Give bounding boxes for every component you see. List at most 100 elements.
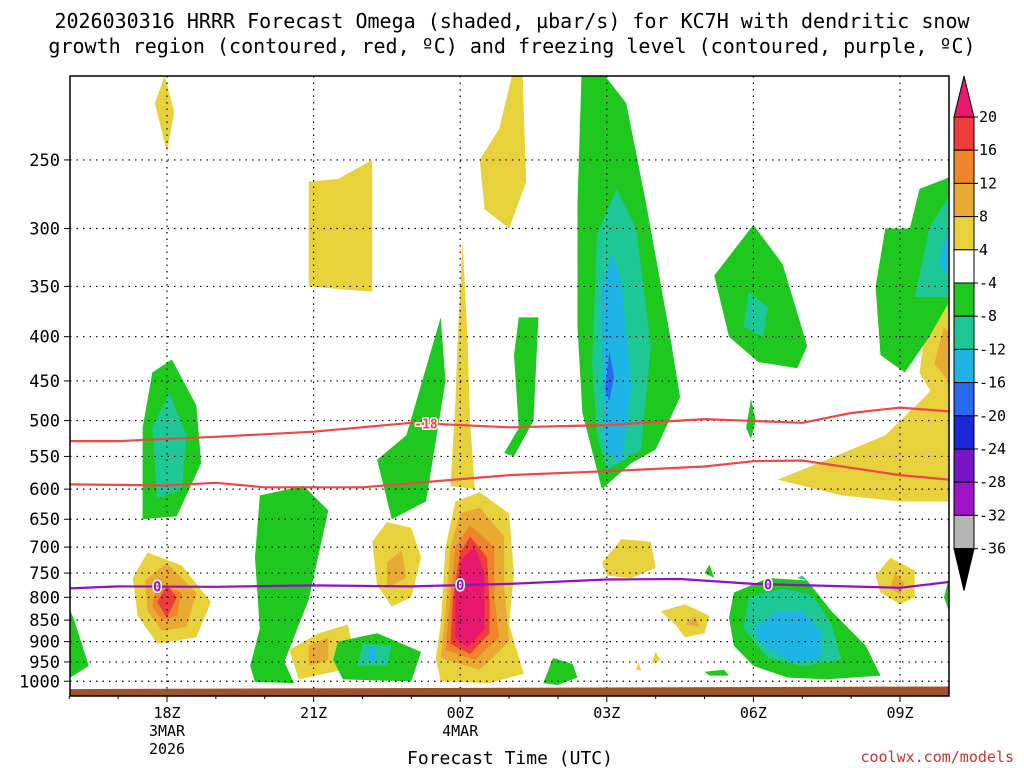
y-tick-label: 350 — [29, 277, 60, 297]
y-tick-label: 850 — [29, 611, 60, 631]
colorbar-label: 16 — [979, 141, 997, 159]
omega-region — [746, 398, 756, 439]
colorbar-bottom-arrow — [953, 548, 975, 591]
x-tick-date: 3MAR — [149, 722, 186, 740]
colorbar-label: 12 — [979, 174, 997, 192]
y-tick-label: 800 — [29, 588, 60, 608]
colorbar-label: -32 — [979, 506, 1006, 524]
omega-region — [479, 76, 527, 229]
x-tick-label: 00Z — [447, 704, 474, 722]
colorbar-label: 8 — [979, 208, 988, 226]
omega-region — [308, 159, 373, 292]
colorbar-label: -24 — [979, 440, 1006, 458]
colorbar-segment — [953, 315, 975, 350]
omega-region — [934, 327, 949, 381]
omega-region — [605, 350, 615, 402]
omega-region — [367, 645, 378, 662]
omega-region — [601, 252, 632, 464]
omega-region — [70, 609, 89, 678]
y-tick-label: 650 — [29, 510, 60, 530]
x-tick-label: 09Z — [886, 704, 913, 722]
omega-region — [154, 76, 175, 153]
colorbar-segment — [953, 481, 975, 516]
colorbar-label: -4 — [979, 274, 997, 292]
omega-region — [455, 547, 485, 648]
x-tick-label: 03Z — [593, 704, 620, 722]
omega-region — [660, 604, 710, 638]
omega-region — [704, 564, 715, 578]
colorbar: 20 16 12 8 4 -4 -8 -12 -16 -20 -24 -28 -32 -36 — [953, 75, 1006, 591]
colorbar-segment — [953, 448, 975, 483]
y-tick-label: 500 — [29, 412, 60, 432]
colorbar-label: -36 — [979, 540, 1006, 558]
chart-title-line2: growth region (contoured, red, ºC) and f… — [48, 34, 975, 58]
x-tick-year: 2026 — [149, 740, 185, 758]
contour-lines: 0 0 0 -18 — [70, 406, 949, 597]
colorbar-segment — [953, 149, 975, 184]
x-tick-label: 21Z — [300, 704, 327, 722]
x-tick-date: 4MAR — [442, 722, 479, 740]
colorbar-label: -8 — [979, 307, 997, 325]
omega-region — [743, 291, 769, 337]
contour-line — [70, 577, 949, 590]
y-tick-label: 400 — [29, 328, 60, 348]
omega-region — [543, 658, 578, 685]
omega-region — [685, 615, 700, 627]
omega-region — [797, 575, 808, 581]
omega-region — [944, 578, 949, 612]
colorbar-segment — [953, 348, 975, 384]
omega-region — [704, 669, 729, 676]
y-tick-label: 1000 — [19, 672, 60, 692]
freezing-level-label: 0 — [764, 577, 772, 593]
omega-region — [714, 224, 808, 369]
colorbar-label: -28 — [979, 473, 1006, 491]
omega-region — [601, 539, 656, 578]
colorbar-top-arrow — [953, 75, 975, 118]
chart-title-line1: 2026030316 HRRR Forecast Omega (shaded, … — [54, 9, 970, 33]
omega-region — [450, 240, 475, 490]
colorbar-label: -12 — [979, 340, 1006, 358]
omega-region — [250, 486, 329, 684]
colorbar-label: 4 — [979, 241, 988, 259]
omega-region — [636, 662, 641, 671]
colorbar-segment — [953, 216, 975, 251]
omega-region — [377, 317, 446, 520]
x-tick-label: 06Z — [740, 704, 767, 722]
contour-line — [70, 459, 949, 489]
y-tick-label: 300 — [29, 219, 60, 239]
contour-line — [70, 406, 949, 443]
freezing-level-label: 0 — [153, 580, 161, 596]
ground-layer — [70, 686, 949, 696]
omega-region — [939, 222, 949, 276]
ground-surface — [70, 686, 949, 696]
omega-region — [308, 637, 329, 666]
y-tick-label: 950 — [29, 653, 60, 673]
omega-region — [157, 585, 177, 618]
omega-region — [777, 355, 949, 502]
y-tick-label: 900 — [29, 633, 60, 653]
colorbar-segment — [953, 514, 975, 550]
y-tick-label: 550 — [29, 447, 60, 467]
credit-text: coolwx.com/models — [860, 748, 1014, 766]
omega-region — [875, 177, 949, 373]
dendritic-contour-label: -18 — [414, 418, 438, 433]
colorbar-label: -16 — [979, 374, 1006, 392]
omega-region — [650, 651, 661, 664]
colorbar-segment — [953, 382, 975, 417]
omega-shading-layer — [70, 76, 949, 685]
omega-region — [890, 573, 905, 595]
omega-region — [152, 393, 187, 499]
omega-region — [504, 317, 539, 457]
colorbar-segment — [953, 415, 975, 450]
freezing-level-label: 0 — [456, 578, 464, 594]
colorbar-label: -20 — [979, 407, 1006, 425]
omega-region — [386, 549, 407, 588]
x-tick-label: 18Z — [153, 704, 180, 722]
colorbar-segment — [953, 249, 975, 284]
y-tick-label: 700 — [29, 538, 60, 558]
colorbar-segment — [953, 116, 975, 151]
y-tick-label: 250 — [29, 151, 60, 171]
y-tick-label: 750 — [29, 564, 60, 584]
